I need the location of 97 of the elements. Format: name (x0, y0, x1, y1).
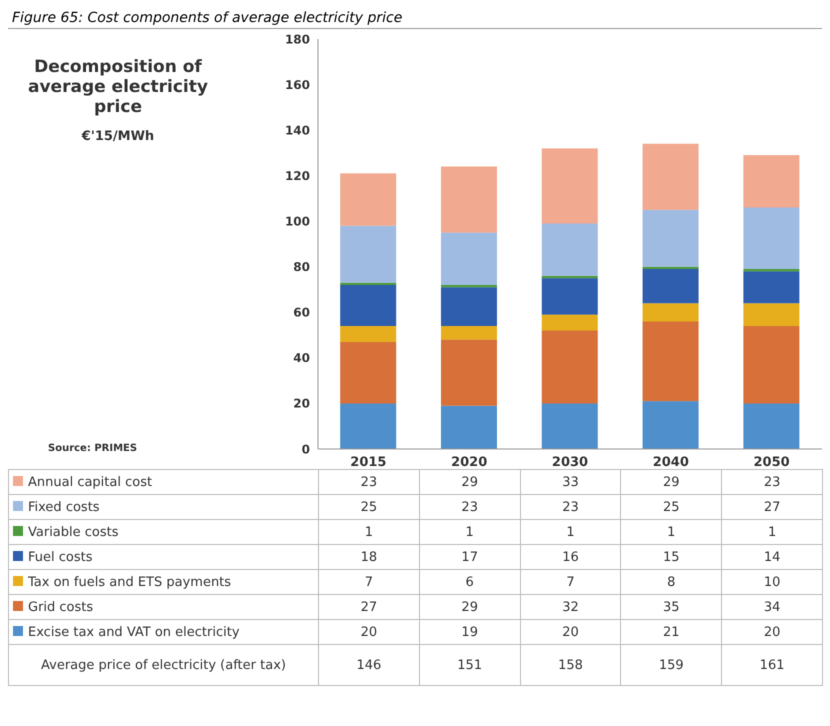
bar (542, 278, 598, 315)
y-tick-label: 120 (284, 168, 310, 183)
y-tick-label: 140 (284, 123, 310, 138)
bar (440, 287, 497, 326)
data-label: 19 (419, 620, 520, 644)
legend-label: Excise tax and VAT on electricity (8, 620, 318, 644)
bar (340, 403, 396, 449)
bar (642, 321, 699, 402)
bar (743, 303, 800, 326)
x-tick-label: 2050 (754, 455, 790, 470)
data-label: 25 (620, 494, 722, 520)
data-label: 20 (520, 620, 621, 644)
data-label: 18 (318, 544, 420, 570)
data-label: 20 (722, 620, 822, 644)
data-label: 23 (722, 470, 822, 494)
bar (642, 269, 699, 304)
text: €'15/MWh (80, 129, 156, 144)
bar (340, 342, 396, 404)
data-label: 25 (318, 494, 420, 520)
data-label: 20 (318, 620, 420, 644)
y-tick-label: 160 (284, 78, 310, 92)
legend-label: Annual capital cost (8, 470, 318, 494)
bar (440, 232, 497, 285)
y-tick-label: 0 (302, 442, 310, 456)
text: 159 (620, 644, 722, 686)
data-label: 21 (620, 620, 722, 644)
bar (340, 226, 396, 283)
data-label: 6 (419, 570, 520, 594)
bar (743, 155, 800, 208)
data-label: 1 (520, 520, 621, 544)
text: Average price of electricity (after tax) (8, 644, 318, 686)
y-tick-label: 100 (284, 214, 310, 228)
bar (542, 224, 598, 276)
data-label: 23 (318, 470, 420, 494)
bar (743, 403, 800, 449)
bar (542, 330, 598, 404)
x-tick-label: 2020 (451, 455, 488, 470)
bar (542, 148, 598, 224)
bar (542, 314, 598, 331)
x-tick-label: 2040 (652, 455, 689, 470)
bar (743, 208, 800, 270)
data-label: 1 (620, 520, 722, 544)
data-label: 29 (419, 594, 520, 620)
bar (642, 303, 699, 322)
y-tick-label: 60 (293, 306, 310, 320)
x-tick-label: 2015 (350, 455, 386, 470)
bar (642, 144, 699, 210)
source-note: Source: PRIMES (48, 443, 138, 454)
bar (440, 406, 497, 449)
data-label: 34 (722, 594, 822, 620)
legend-label: Tax on fuels and ETS payments (8, 570, 318, 594)
bar (440, 166, 497, 233)
data-label: 23 (419, 494, 520, 520)
text: 158 (520, 644, 621, 686)
data-label: 33 (520, 470, 621, 494)
bar (542, 403, 598, 449)
y-tick-label: 40 (293, 351, 310, 366)
data-label: 14 (722, 544, 822, 570)
y-tick-label: 80 (293, 260, 310, 274)
bar (340, 173, 396, 226)
data-label: 10 (722, 570, 822, 594)
data-label: 23 (520, 494, 621, 520)
bar (340, 285, 396, 326)
bar (440, 340, 497, 406)
bar (340, 326, 396, 342)
data-label: 1 (722, 520, 822, 544)
data-label: 7 (520, 570, 621, 594)
bar (642, 401, 699, 449)
legend-label: Fixed costs (8, 494, 318, 520)
text: Decomposition of average electricity price (27, 57, 209, 117)
legend-label: Grid costs (8, 594, 318, 620)
text: 161 (722, 644, 822, 686)
y-tick-label: 20 (293, 396, 310, 411)
bar (743, 326, 800, 404)
text: 146 (318, 644, 420, 686)
data-label: 7 (318, 570, 420, 594)
data-label: 32 (520, 594, 621, 620)
data-label: 16 (520, 544, 621, 570)
y-tick-label: 180 (284, 32, 310, 46)
bar (642, 210, 699, 267)
data-label: 8 (620, 570, 722, 594)
data-label: 35 (620, 594, 722, 620)
text: 151 (419, 644, 520, 686)
legend-label: Variable costs (8, 520, 318, 544)
data-label: 17 (419, 544, 520, 570)
x-tick-label: 2030 (552, 455, 588, 470)
data-label: 1 (419, 520, 520, 544)
data-label: 27 (722, 494, 822, 520)
legend-label: Fuel costs (8, 544, 318, 570)
data-label: 29 (620, 470, 722, 494)
bar (440, 326, 497, 340)
chart-title: Figure 65: Cost components of average electricity price (8, 8, 822, 29)
bar (743, 271, 800, 304)
data-label: 29 (419, 470, 520, 494)
data-label: 1 (318, 520, 420, 544)
data-label: 15 (620, 544, 722, 570)
data-label: 27 (318, 594, 420, 620)
